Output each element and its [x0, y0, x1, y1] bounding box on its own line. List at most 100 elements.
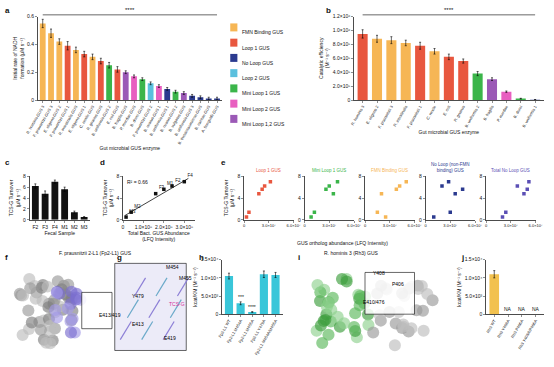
svg-text:Gut microbial GUS enzyme: Gut microbial GUS enzyme	[419, 129, 480, 135]
svg-text:0: 0	[238, 217, 241, 223]
svg-text:Catalytic efficiency(M⁻¹ s⁻¹): Catalytic efficiency(M⁻¹ s⁻¹)	[318, 37, 331, 79]
svg-text:j: j	[461, 253, 464, 262]
svg-text:Fecal Sample: Fecal Sample	[44, 230, 75, 236]
svg-text:6.0×10⁷: 6.0×10⁷	[529, 223, 543, 228]
svg-text:B. dorei: B. dorei	[512, 104, 523, 119]
svg-text:No Loop (non-FMNbinding) GUS: No Loop (non-FMNbinding) GUS	[431, 162, 470, 173]
svg-text:R. hominis 3: R. hominis 3	[350, 104, 366, 126]
svg-text:E. eligens GUS 2: E. eligens GUS 2	[42, 104, 62, 134]
svg-text:1.0×10⁴: 1.0×10⁴	[465, 275, 483, 281]
svg-text:F4: F4	[187, 173, 193, 178]
svg-text:Rh3 Y408A: Rh3 Y408A	[496, 318, 511, 338]
svg-text:1.2×10⁶: 1.2×10⁶	[333, 13, 351, 19]
svg-text:B. uniformis GUS 3: B. uniformis GUS 3	[173, 104, 195, 137]
svg-text:kcat/KM (M⁻¹ s⁻¹): kcat/KM (M⁻¹ s⁻¹)	[192, 267, 198, 307]
svg-text:3.0×10⁷: 3.0×10⁷	[322, 223, 336, 228]
svg-text:0: 0	[359, 217, 362, 223]
svg-text:R. gnavus GUS: R. gnavus GUS	[85, 104, 103, 131]
svg-text:0: 0	[424, 223, 427, 228]
svg-text:B. uniformis 2: B. uniformis 2	[464, 104, 481, 128]
svg-text:b: b	[326, 6, 331, 15]
svg-text:B. ovatus GUS 1: B. ovatus GUS 1	[142, 104, 162, 133]
svg-text:M3: M3	[129, 209, 136, 214]
svg-text:3.0×10⁷: 3.0×10⁷	[443, 223, 457, 228]
svg-text:4: 4	[419, 195, 422, 201]
svg-text:Fp2-L1 WT: Fp2-L1 WT	[217, 318, 232, 338]
svg-text:A. finegoldii GUS: A. finegoldii GUS	[200, 104, 220, 133]
svg-text:Loop 1 GUS: Loop 1 GUS	[256, 168, 281, 173]
svg-text:Fp2-L1 M454A/M455A: Fp2-L1 M454A/M455A	[254, 318, 279, 356]
svg-text:0.2: 0.2	[27, 69, 34, 75]
svg-text:d: d	[100, 158, 105, 167]
svg-text:0: 0	[243, 223, 246, 228]
svg-text:4: 4	[23, 195, 26, 201]
svg-text:NA: NA	[504, 306, 512, 312]
svg-text:M454: M454	[166, 264, 179, 270]
svg-text:B. uniformis 1: B. uniformis 1	[521, 104, 538, 128]
svg-text:e: e	[221, 158, 226, 167]
svg-text:C. nexile GUS: C. nexile GUS	[78, 104, 95, 129]
svg-text:0: 0	[485, 223, 488, 228]
svg-text:4: 4	[359, 195, 362, 201]
svg-text:***: ***	[238, 294, 244, 300]
svg-text:4: 4	[117, 195, 120, 201]
svg-text:0: 0	[348, 97, 351, 103]
svg-text:Rh3 WT: Rh3 WT	[485, 318, 497, 334]
svg-text:1.0×10⁸: 1.0×10⁸	[135, 224, 153, 230]
svg-text:Fp2-L1 M455A: Fp2-L1 M455A	[237, 318, 255, 344]
svg-text:8: 8	[480, 173, 483, 179]
svg-text:F. prausnitzii GUS 1: F. prausnitzii GUS 1	[48, 104, 70, 138]
svg-text:FMN Binding GUS: FMN Binding GUS	[371, 168, 408, 173]
svg-text:GUS ortholog abundance (LFQ In: GUS ortholog abundance (LFQ Intensity)	[297, 240, 388, 246]
svg-text:E413/419: E413/419	[99, 312, 121, 318]
svg-text:F. prausnitzii 3: F. prausnitzii 3	[377, 104, 395, 129]
svg-text:Y479: Y479	[132, 293, 144, 299]
svg-text:Mini Loop 1 GUS: Mini Loop 1 GUS	[312, 168, 346, 173]
svg-text:6.0×10⁷: 6.0×10⁷	[287, 223, 301, 228]
svg-text:No Loop GUS: No Loop GUS	[242, 60, 274, 66]
svg-text:6.0×10⁷: 6.0×10⁷	[468, 223, 482, 228]
svg-text:2: 2	[23, 206, 26, 212]
svg-text:Initial rate of NADHformation: Initial rate of NADHformation (μM s⁻¹)	[12, 36, 25, 79]
svg-text:Rh3 P406A: Rh3 P406A	[510, 318, 525, 339]
svg-text:F3: F3	[42, 224, 48, 230]
svg-text:0: 0	[298, 217, 301, 223]
svg-text:E. coli: E. coli	[442, 104, 452, 116]
svg-text:Fp2-L1 M454A: Fp2-L1 M454A	[226, 318, 244, 344]
svg-text:M2: M2	[71, 224, 78, 230]
svg-text:a: a	[5, 6, 10, 15]
svg-text:8.0×10⁵: 8.0×10⁵	[333, 41, 351, 47]
svg-text:****: ****	[125, 7, 135, 13]
svg-text:kcat/KM (M⁻¹ s⁻¹): kcat/KM (M⁻¹ s⁻¹)	[456, 267, 462, 307]
svg-text:Rh3 Y408A/P406A: Rh3 Y408A/P406A	[517, 318, 538, 350]
svg-text:B. vulgatus GUS: B. vulgatus GUS	[167, 104, 186, 132]
svg-text:0: 0	[364, 223, 367, 228]
svg-text:8: 8	[419, 173, 422, 179]
svg-text:NA: NA	[532, 306, 540, 312]
svg-text:B. thetaiotaomicron GUS: B. thetaiotaomicron GUS	[177, 104, 204, 145]
svg-text:F4: F4	[52, 224, 58, 230]
svg-text:3.0×10⁷: 3.0×10⁷	[504, 223, 518, 228]
svg-text:R. hominis GUS 3: R. hominis GUS 3	[25, 104, 46, 135]
svg-text:0: 0	[122, 224, 125, 230]
svg-text:Gut microbial GUS enzyme: Gut microbial GUS enzyme	[100, 145, 161, 151]
svg-text:Total Bact. GUS Abundance(LFQ: Total Bact. GUS Abundance(LFQ Intensity)	[128, 230, 190, 243]
svg-text:M2: M2	[134, 204, 141, 209]
svg-text:3.0×10⁷: 3.0×10⁷	[383, 223, 397, 228]
svg-text:0: 0	[216, 311, 219, 317]
svg-text:F2: F2	[32, 224, 38, 230]
svg-text:1.5×10⁴: 1.5×10⁴	[201, 256, 219, 262]
svg-text:E. eligens GUS 1: E. eligens GUS 1	[67, 104, 87, 134]
svg-text:0: 0	[117, 217, 120, 223]
svg-text:5.0×10³: 5.0×10³	[201, 293, 218, 299]
svg-text:E419: E419	[164, 335, 176, 341]
svg-text:B. fragilis: B. fragilis	[482, 105, 495, 122]
svg-text:M3: M3	[81, 224, 88, 230]
svg-text:0: 0	[419, 217, 422, 223]
svg-text:0: 0	[480, 311, 483, 317]
svg-text:0.6: 0.6	[27, 13, 34, 19]
svg-text:8: 8	[298, 173, 301, 179]
svg-text:E. coli GUS: E. coli GUS	[105, 104, 120, 125]
svg-text:B. fragilis GUS: B. fragilis GUS	[111, 104, 129, 130]
svg-text:Mini Loop 1,2 GUS: Mini Loop 1,2 GUS	[242, 121, 285, 127]
